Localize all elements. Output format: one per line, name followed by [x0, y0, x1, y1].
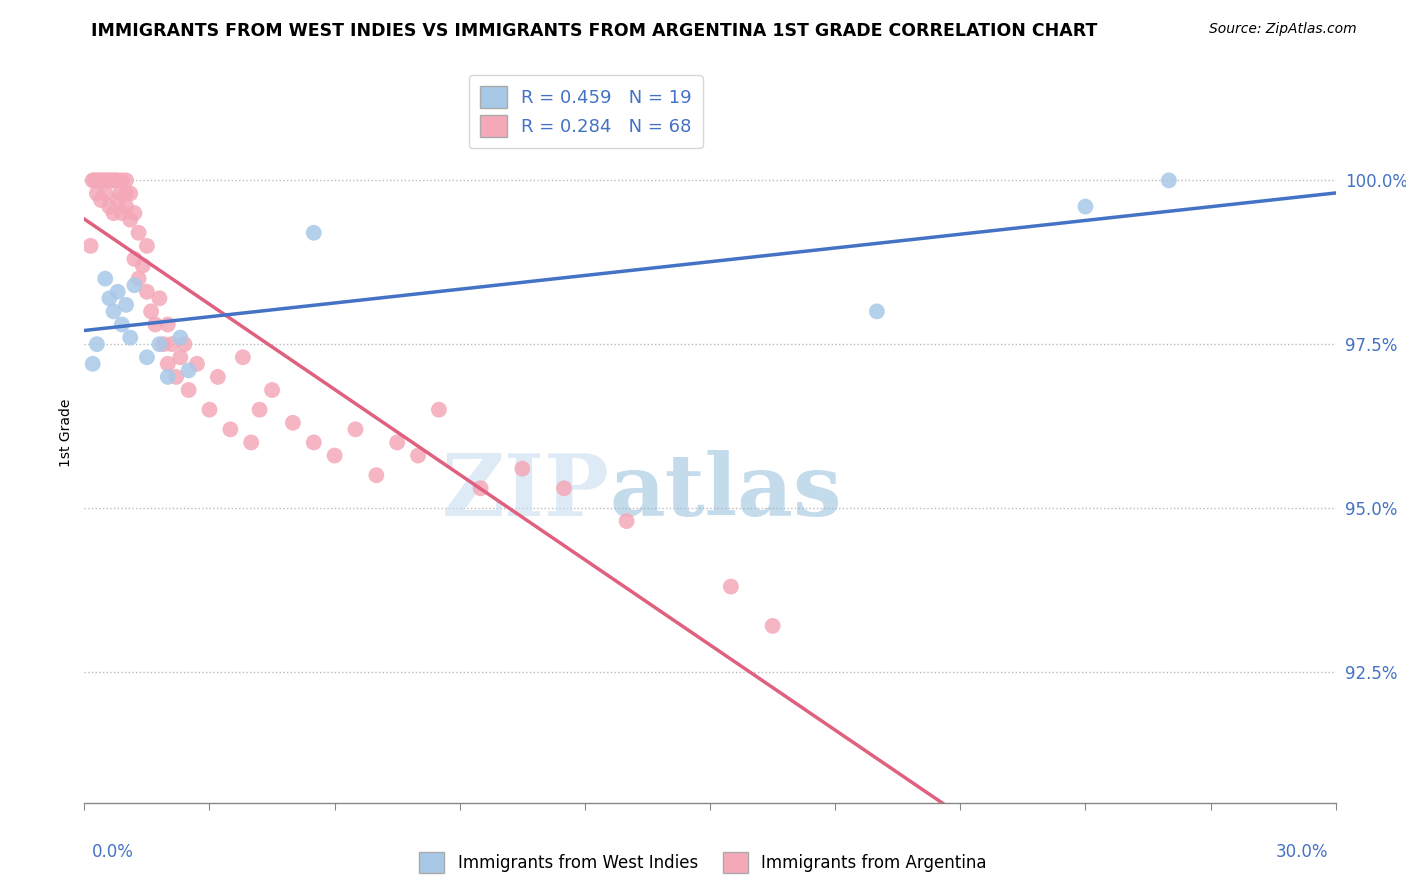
Point — [115, 298, 138, 312]
Text: Source: ZipAtlas.com: Source: ZipAtlas.com — [1209, 22, 1357, 37]
Point — [169, 351, 191, 365]
Point — [104, 173, 127, 187]
Point — [107, 173, 129, 187]
Point — [115, 186, 138, 201]
Point — [240, 435, 263, 450]
Point — [148, 291, 170, 305]
Point — [128, 271, 150, 285]
Point — [177, 383, 200, 397]
Legend: Immigrants from West Indies, Immigrants from Argentina: Immigrants from West Indies, Immigrants … — [412, 846, 994, 880]
Point — [262, 383, 284, 397]
Point — [136, 285, 159, 299]
Point — [323, 449, 346, 463]
Point — [98, 200, 121, 214]
Point — [86, 337, 108, 351]
Point — [470, 481, 492, 495]
Point — [1074, 200, 1097, 214]
Point — [91, 173, 114, 187]
Point — [152, 337, 174, 351]
Point — [169, 330, 191, 344]
Point — [103, 173, 125, 187]
Point — [132, 259, 155, 273]
Point — [385, 435, 409, 450]
Point — [111, 206, 134, 220]
Point — [128, 226, 150, 240]
Point — [1157, 173, 1180, 187]
Point — [207, 370, 229, 384]
Text: ZIP: ZIP — [441, 450, 610, 533]
Point — [107, 193, 129, 207]
Point — [124, 252, 146, 266]
Point — [100, 173, 122, 187]
Point — [198, 402, 221, 417]
Point — [344, 422, 367, 436]
Point — [148, 337, 170, 351]
Point — [512, 461, 534, 475]
Point — [87, 173, 110, 187]
Y-axis label: 1st Grade: 1st Grade — [59, 399, 73, 467]
Point — [111, 318, 134, 332]
Point — [98, 291, 121, 305]
Point — [82, 173, 104, 187]
Text: IMMIGRANTS FROM WEST INDIES VS IMMIGRANTS FROM ARGENTINA 1ST GRADE CORRELATION C: IMMIGRANTS FROM WEST INDIES VS IMMIGRANT… — [91, 22, 1098, 40]
Point — [616, 514, 638, 528]
Point — [249, 402, 271, 417]
Point — [186, 357, 208, 371]
Point — [553, 481, 575, 495]
Point — [866, 304, 889, 318]
Point — [302, 435, 325, 450]
Point — [124, 206, 146, 220]
Point — [177, 363, 200, 377]
Point — [156, 370, 179, 384]
Point — [86, 186, 108, 201]
Point — [94, 173, 117, 187]
Point — [120, 186, 142, 201]
Point — [115, 200, 138, 214]
Point — [86, 173, 108, 187]
Point — [98, 173, 121, 187]
Point — [139, 304, 162, 318]
Point — [103, 206, 125, 220]
Point — [111, 173, 134, 187]
Point — [115, 173, 138, 187]
Point — [281, 416, 304, 430]
Point — [108, 186, 131, 201]
Text: 0.0%: 0.0% — [91, 843, 134, 861]
Point — [103, 304, 125, 318]
Point — [136, 239, 159, 253]
Point — [94, 186, 117, 201]
Point — [96, 173, 118, 187]
Legend: R = 0.459   N = 19, R = 0.284   N = 68: R = 0.459 N = 19, R = 0.284 N = 68 — [468, 75, 703, 148]
Point — [107, 285, 129, 299]
Point — [143, 318, 166, 332]
Point — [219, 422, 242, 436]
Point — [79, 239, 101, 253]
Point — [82, 357, 104, 371]
Point — [120, 212, 142, 227]
Point — [302, 226, 325, 240]
Text: atlas: atlas — [610, 450, 842, 533]
Point — [720, 580, 742, 594]
Point — [366, 468, 388, 483]
Point — [165, 370, 187, 384]
Point — [94, 271, 117, 285]
Point — [173, 337, 195, 351]
Point — [136, 351, 159, 365]
Point — [232, 351, 254, 365]
Point — [762, 619, 785, 633]
Point — [90, 173, 112, 187]
Point — [427, 402, 450, 417]
Point — [160, 337, 183, 351]
Point — [120, 330, 142, 344]
Point — [83, 173, 105, 187]
Text: 30.0%: 30.0% — [1277, 843, 1329, 861]
Point — [90, 193, 112, 207]
Point — [156, 318, 179, 332]
Point — [406, 449, 429, 463]
Point — [124, 278, 146, 293]
Point — [156, 357, 179, 371]
